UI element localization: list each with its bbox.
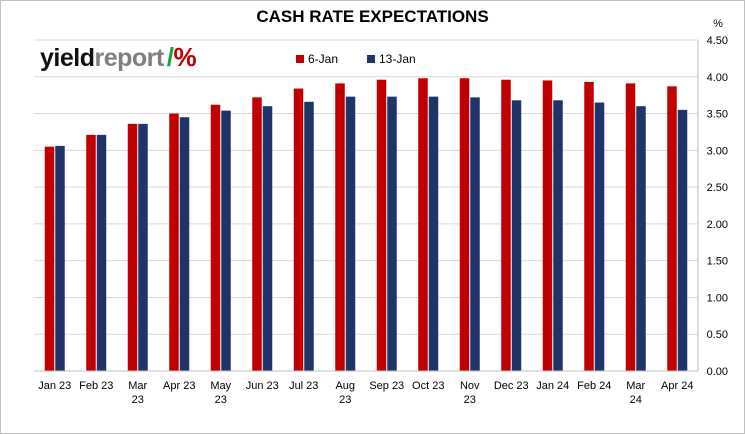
y-tick-label: 4.00: [707, 72, 728, 84]
x-tick-label: Dec 23: [494, 380, 529, 392]
bar-13-jan: [138, 123, 148, 371]
x-tick-label: 24: [630, 394, 642, 406]
x-tick-label: Nov: [460, 380, 480, 392]
bar-13-jan: [55, 145, 65, 371]
logo-percent-icon: /%: [166, 42, 197, 72]
y-tick-label: 0.00: [707, 366, 728, 378]
legend-swatch: [367, 55, 375, 63]
x-tick-label: Mar: [626, 380, 645, 392]
x-tick-label: Sep 23: [369, 380, 404, 392]
y-tick-label: 1.50: [707, 256, 728, 268]
bar-13-jan: [179, 117, 190, 371]
x-tick-label: Mar: [128, 380, 147, 392]
bar-13-jan: [428, 96, 439, 371]
legend-label: 13-Jan: [379, 52, 416, 66]
bar-13-jan: [387, 96, 397, 371]
logo-text-yield: yield: [40, 44, 95, 72]
chart-title: CASH RATE EXPECTATIONS: [256, 7, 489, 26]
y-tick-label: 2.50: [707, 182, 728, 194]
bar-6-jan: [86, 134, 96, 371]
y-tick-label: 3.00: [707, 145, 728, 157]
bar-13-jan: [221, 110, 231, 371]
bar-6-jan: [459, 78, 470, 371]
bar-13-jan: [636, 106, 646, 371]
bar-13-jan: [553, 100, 563, 371]
bar-13-jan: [345, 96, 356, 371]
x-tick-label: May: [210, 380, 231, 392]
bars: [44, 78, 688, 372]
bar-6-jan: [210, 104, 221, 372]
x-tick-label: Jul 23: [289, 380, 318, 392]
x-tick-label: Oct 23: [412, 380, 444, 392]
legend: 6-Jan 13-Jan: [296, 52, 416, 66]
bar-6-jan: [127, 123, 138, 371]
axes: 0.00 0.50 1.00 1.50 2.00 2.50 3.00 3.50 4.00 4.50…: [34, 35, 728, 406]
x-tick-label: 23: [339, 394, 351, 406]
x-tick-label: Apr 24: [661, 380, 693, 392]
bar-6-jan: [667, 86, 677, 371]
bar-6-jan: [44, 146, 55, 371]
bar-13-jan: [677, 109, 688, 371]
y-axis-unit-label: %: [713, 18, 723, 30]
bar-13-jan: [511, 100, 522, 371]
x-tick-label: 23: [215, 394, 227, 406]
bar-13-jan: [262, 106, 273, 371]
x-tick-label: Jan 24: [536, 380, 569, 392]
bar-6-jan: [418, 78, 428, 371]
bar-6-jan: [584, 81, 594, 371]
x-tick-label: Feb 24: [577, 380, 611, 392]
x-tick-label: Jun 23: [246, 380, 279, 392]
x-tick-label: Feb 23: [79, 380, 113, 392]
legend-label: 6-Jan: [308, 52, 338, 66]
bar-6-jan: [252, 97, 262, 371]
x-tick-label: 23: [464, 394, 476, 406]
bar-6-jan: [542, 80, 553, 371]
bar-13-jan: [304, 101, 314, 371]
y-tick-label: 1.00: [707, 292, 728, 304]
y-tick-label: 3.50: [707, 109, 728, 121]
bar-13-jan: [96, 134, 107, 371]
y-tick-label: 4.50: [707, 35, 728, 47]
bar-6-jan: [501, 79, 511, 371]
bar-6-jan: [376, 79, 387, 371]
y-tick-label: 2.00: [707, 219, 728, 231]
x-tick-label: Aug: [335, 380, 355, 392]
bar-6-jan: [293, 88, 304, 372]
y-tick-label: 0.50: [707, 329, 728, 341]
x-tick-label: Jan 23: [38, 380, 71, 392]
bar-6-jan: [625, 83, 636, 372]
yieldreport-logo: yieldreport/%: [40, 42, 197, 73]
bar-13-jan: [594, 102, 605, 372]
bar-13-jan: [470, 97, 480, 371]
bar-6-jan: [335, 83, 345, 372]
x-tick-label: Apr 23: [163, 380, 195, 392]
legend-swatch: [296, 55, 304, 63]
bar-6-jan: [169, 113, 179, 372]
logo-text-report: report: [94, 44, 164, 72]
x-tick-label: 23: [132, 394, 144, 406]
